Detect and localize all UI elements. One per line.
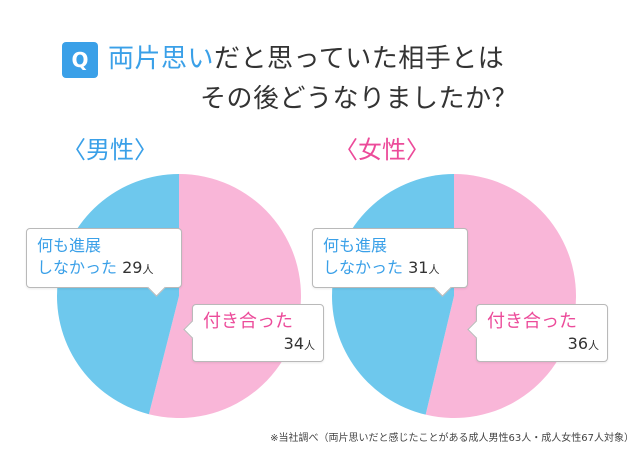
female-nothing-unit: 人 xyxy=(428,263,440,276)
female-chart-title: 〈女性〉 xyxy=(334,136,430,164)
question-title-line2: その後どうなりましたか？ xyxy=(200,84,519,114)
female-dated-callout: 付き合った 36人 xyxy=(467,304,608,362)
female-dated-unit: 人 xyxy=(588,339,599,352)
male-dated-callout: 付き合った 34人 xyxy=(183,304,324,362)
footnote: ※当社調べ（両片思いだと感じたことがある成人男性63人・成人女性67人対象） xyxy=(270,433,634,444)
male-dated-label: 付き合った xyxy=(203,311,293,332)
male-nothing-callout: 何も進展 しなかった 29人 xyxy=(26,228,182,297)
female-dated-label: 付き合った xyxy=(487,311,577,332)
female-nothing-label-line2: しなかった xyxy=(323,258,404,277)
male-dated-value: 34 xyxy=(283,334,304,353)
male-chart-title: 〈男性〉 xyxy=(62,136,158,164)
male-nothing-unit: 人 xyxy=(142,263,154,276)
female-nothing-value: 31 xyxy=(408,258,429,277)
question-badge: Q xyxy=(62,42,98,78)
female-nothing-label-line1: 何も進展 xyxy=(323,236,388,255)
male-nothing-label-line1: 何も進展 xyxy=(37,236,102,255)
male-dated-unit: 人 xyxy=(304,339,315,352)
question-title-line1: 両片思いだと思っていた相手とは xyxy=(108,42,628,76)
question-title-rest: だと思っていた相手とは xyxy=(214,44,505,74)
male-nothing-value: 29 xyxy=(122,258,143,277)
male-nothing-label-line2: しなかった xyxy=(37,258,118,277)
female-dated-value: 36 xyxy=(567,334,588,353)
question-title-highlight: 両片思い xyxy=(108,44,215,74)
female-pie-chart xyxy=(332,174,577,418)
female-nothing-callout: 何も進展 しなかった 31人 xyxy=(312,228,468,297)
male-pie-chart xyxy=(56,174,301,418)
